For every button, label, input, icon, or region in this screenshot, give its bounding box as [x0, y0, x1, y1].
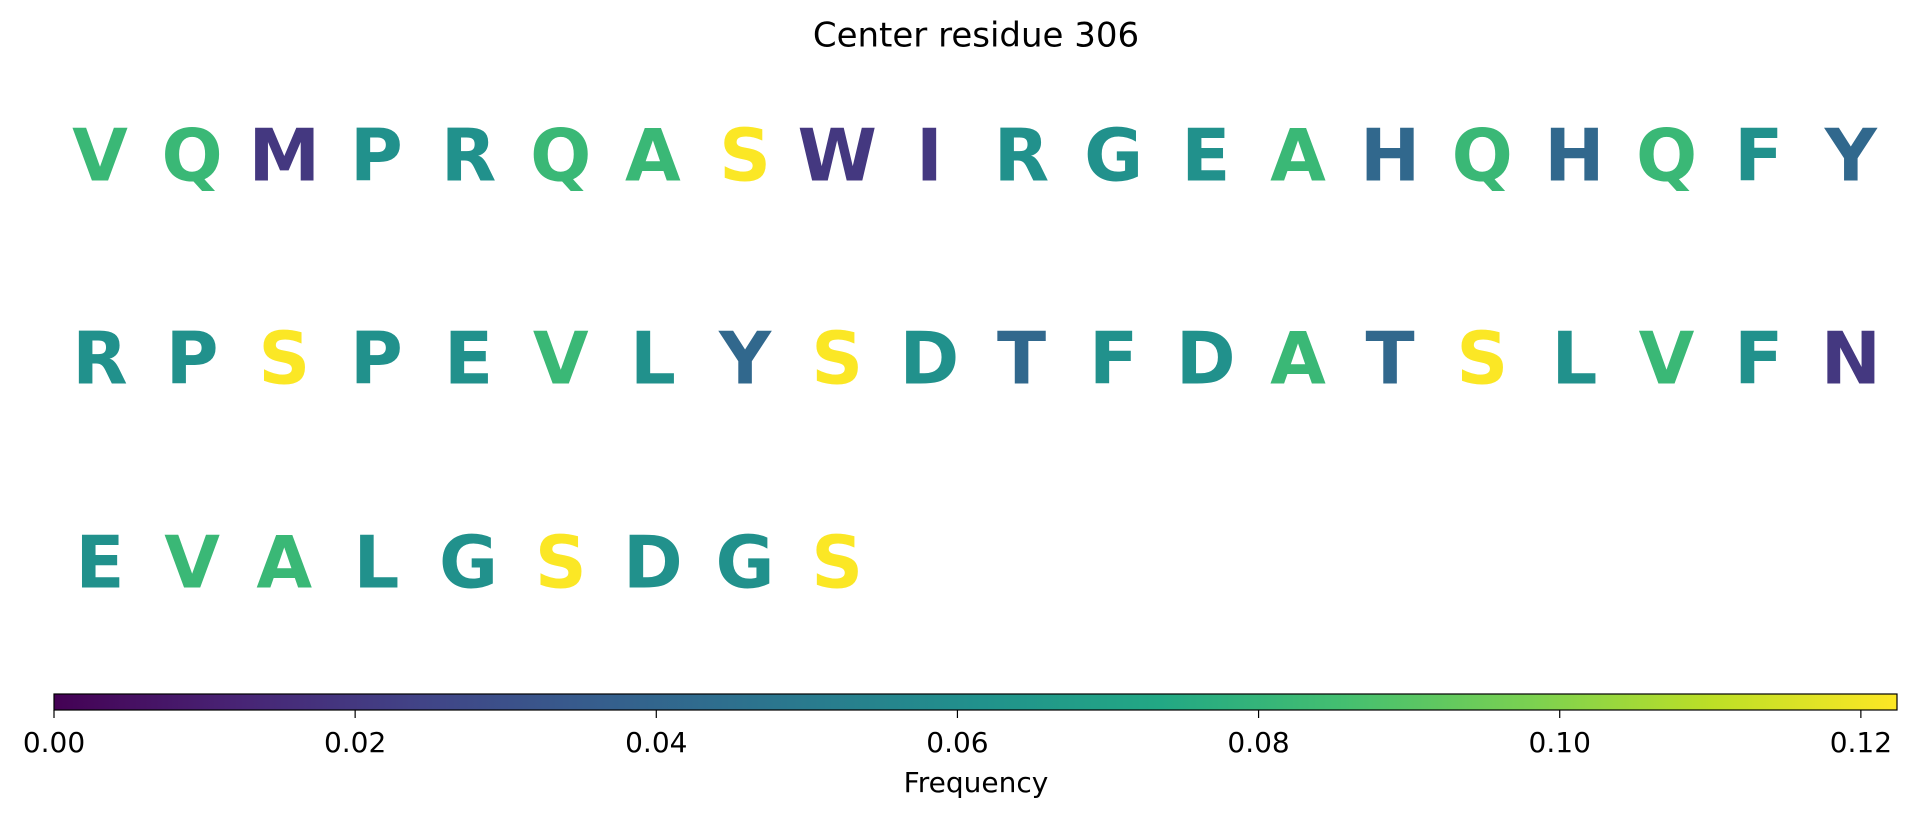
residue-letter: F [1734, 114, 1783, 198]
residue-letter: Q [162, 114, 223, 198]
residue-letter: P [166, 317, 219, 401]
residue-letter: T [1366, 317, 1415, 401]
residue-letter: P [350, 317, 403, 401]
residue-letter: R [72, 317, 127, 401]
residue-letter: R [441, 114, 496, 198]
residue-letter: V [164, 521, 220, 605]
residue-letter: H [1360, 114, 1420, 198]
residue-letter: T [997, 317, 1046, 401]
residue-letter: A [625, 114, 681, 198]
residue-letter: N [1821, 317, 1881, 401]
residue-letter: S [1456, 317, 1508, 401]
residue-letter: D [899, 317, 959, 401]
residue-letter: Q [1636, 114, 1697, 198]
residue-letter: E [1181, 114, 1230, 198]
residue-letter: D [623, 521, 683, 605]
residue-letter: H [1544, 114, 1604, 198]
colorbar-tick-label: 0.10 [1529, 726, 1591, 759]
residue-letter: W [797, 114, 876, 198]
residue-letter: S [535, 521, 587, 605]
residue-letter: L [1551, 317, 1597, 401]
colorbar-tick-label: 0.04 [625, 726, 687, 759]
residue-letter: Q [1452, 114, 1513, 198]
residue-letter: G [1084, 114, 1143, 198]
colorbar-tick-label: 0.00 [23, 726, 85, 759]
residue-letter: F [1734, 317, 1783, 401]
residue-letter: V [533, 317, 589, 401]
colorbar [53, 693, 1898, 711]
residue-letter: P [350, 114, 403, 198]
residue-letter: D [1176, 317, 1236, 401]
residue-letter: V [1639, 317, 1695, 401]
residue-letter: A [256, 521, 312, 605]
residue-letter: E [444, 317, 493, 401]
residue-letter: M [248, 114, 320, 198]
colorbar-label: Frequency [904, 766, 1049, 799]
residue-letter: S [811, 521, 863, 605]
residue-letter: S [719, 114, 771, 198]
residue-letter: S [258, 317, 310, 401]
colorbar-tick-label: 0.08 [1227, 726, 1289, 759]
residue-letter: S [811, 317, 863, 401]
chart-title: Center residue 306 [813, 16, 1139, 56]
residue-letter: Y [718, 317, 772, 401]
residue-letter: Y [1824, 114, 1878, 198]
residue-letter: G [439, 521, 498, 605]
residue-letter: Q [530, 114, 591, 198]
residue-letter: E [75, 521, 124, 605]
colorbar-tick-label: 0.06 [926, 726, 988, 759]
residue-letter: V [72, 114, 128, 198]
residue-letter: F [1089, 317, 1138, 401]
colorbar-tick-label: 0.02 [324, 726, 386, 759]
colorbar-tick-label: 0.12 [1830, 726, 1892, 759]
residue-letter: G [715, 521, 774, 605]
residue-letter: A [1270, 317, 1326, 401]
residue-letter: L [354, 521, 400, 605]
residue-letter: R [994, 114, 1049, 198]
residue-letter: I [916, 114, 943, 198]
residue-letter: A [1270, 114, 1326, 198]
residue-letter: L [630, 317, 676, 401]
